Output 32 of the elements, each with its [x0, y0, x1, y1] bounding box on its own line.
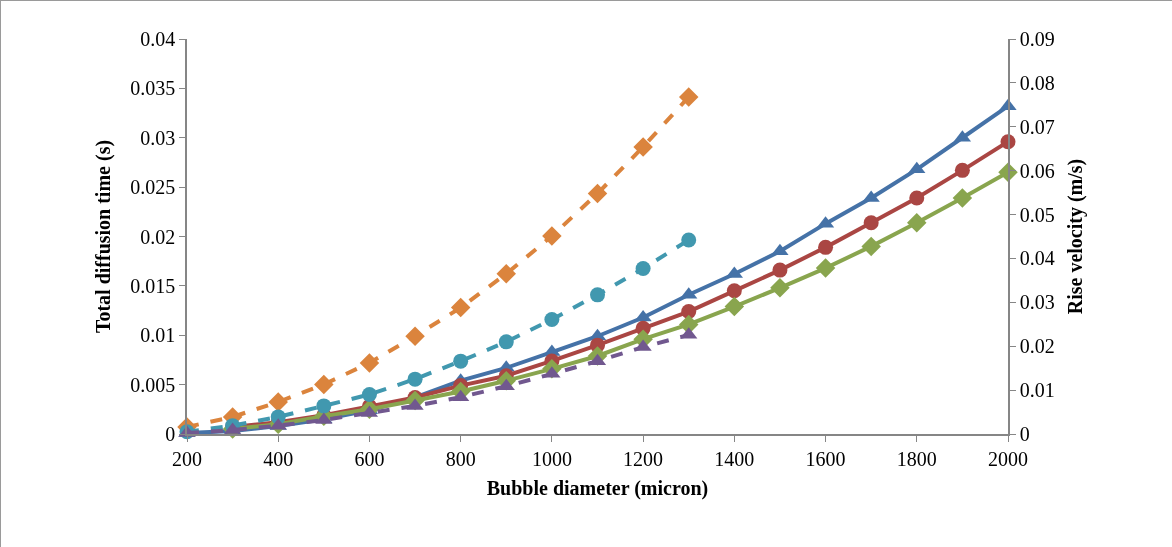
- y2-tick-label: 0.06: [1019, 159, 1055, 182]
- y-tick-label: 0.02: [140, 225, 176, 248]
- y2-axis-title: Rise velocity (m/s): [1063, 158, 1087, 315]
- y2-tick-label: 0.05: [1019, 203, 1055, 226]
- x-tick-label: 1200: [623, 447, 664, 470]
- y2-tick-label: 0.01: [1019, 379, 1055, 402]
- y2-tick-label: 0.02: [1019, 335, 1055, 358]
- y-tick-label: 0.03: [140, 126, 176, 149]
- x-tick-label: 2000: [988, 447, 1028, 470]
- y2-tick-label: 0.04: [1019, 247, 1055, 270]
- x-tick-label: 200: [172, 447, 202, 470]
- y-tick-label: 0.035: [130, 77, 176, 100]
- x-tick-label: 1000: [531, 447, 572, 470]
- x-tick-label: 1800: [896, 447, 937, 470]
- y-axis-title: Total diffusion time (s): [92, 139, 116, 334]
- x-tick-label: 400: [263, 447, 294, 470]
- y-tick-label: 0.01: [140, 324, 176, 347]
- x-axis-title: Bubble diameter (micron): [486, 476, 709, 500]
- y2-tick-label: 0: [1019, 423, 1030, 445]
- y2-tick-label: 0.07: [1019, 115, 1055, 138]
- y-tick-label: 0.005: [130, 373, 176, 396]
- y-tick-label: 0.04: [140, 28, 176, 50]
- x-tick-label: 800: [445, 447, 476, 470]
- y2-tick-label: 0.08: [1019, 71, 1055, 94]
- y-tick-label: 0.025: [130, 176, 176, 199]
- x-tick-label: 1400: [714, 447, 755, 470]
- x-tick-label: 1600: [805, 447, 846, 470]
- y2-tick-label: 0.09: [1019, 28, 1055, 50]
- x-tick-label: 600: [354, 447, 385, 470]
- y-tick-label: 0: [165, 423, 176, 445]
- y-tick-label: 0.015: [130, 274, 176, 297]
- y2-tick-label: 0.03: [1019, 291, 1055, 314]
